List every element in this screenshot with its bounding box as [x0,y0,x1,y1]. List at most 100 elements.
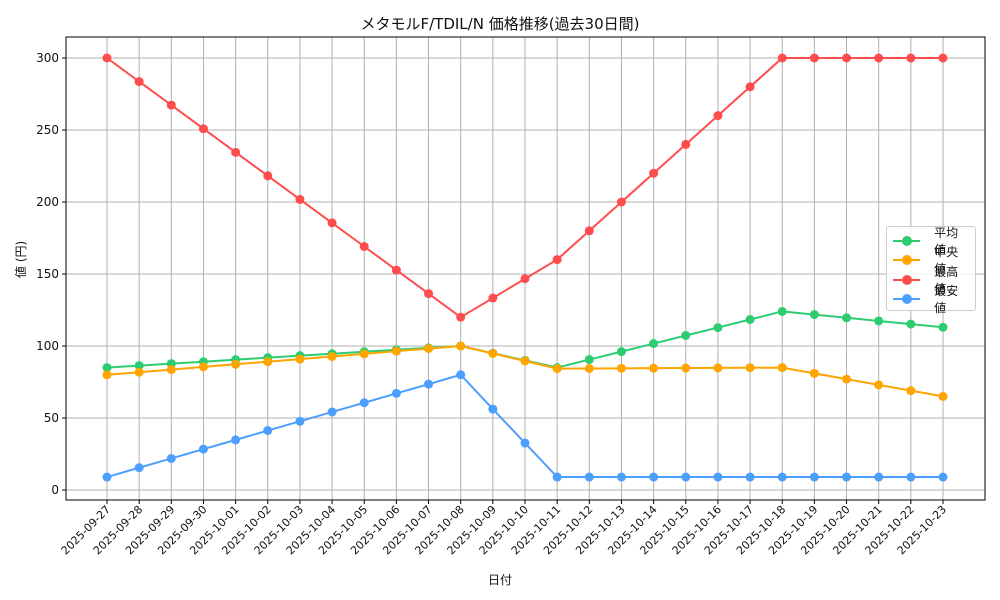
y-axis-label: 値 (円) [14,240,28,278]
data-point [906,319,916,329]
data-point [166,453,176,463]
data-point [359,398,369,408]
data-point [842,313,852,323]
data-point [584,355,594,365]
data-point [777,53,787,63]
data-point [552,255,562,265]
legend-label: 平均値 [934,225,959,257]
legend-marker-icon [893,293,921,305]
data-point [134,463,144,473]
data-point [231,435,241,445]
data-point [134,367,144,377]
data-point [263,171,273,181]
legend-item-min: 最安値 [893,284,969,315]
data-point [102,363,112,373]
data-point [102,370,112,380]
data-point [584,472,594,482]
data-point [424,289,434,299]
y-tick-label: 300 [36,51,59,65]
data-point [649,363,659,373]
data-point [231,147,241,157]
data-point [359,241,369,251]
y-tick-label: 0 [51,483,59,497]
data-point [681,363,691,373]
data-point [198,124,208,134]
data-point [681,139,691,149]
data-point [649,472,659,482]
data-point [906,53,916,63]
data-point [102,472,112,482]
legend-label: 最高値 [934,264,959,296]
data-point [198,444,208,454]
data-point [584,226,594,236]
data-point [520,438,530,448]
legend-item-average: 平均値 [893,226,969,257]
data-point [520,356,530,366]
x-axis-label: 日付 [487,573,512,587]
data-point [520,274,530,284]
legend-label: 最安値 [934,284,959,316]
data-point [713,323,723,333]
data-point [713,472,723,482]
data-point [681,472,691,482]
data-point [906,472,916,482]
data-point [616,472,626,482]
data-point [584,363,594,373]
data-point [809,53,819,63]
data-point [777,363,787,373]
data-point [874,316,884,326]
data-point [134,361,144,371]
y-tick-label: 150 [36,267,59,281]
data-point [777,306,787,316]
chart-title: メタモルF/TDIL/N 価格推移(過去30日間) [360,15,640,33]
y-tick-label: 250 [36,123,59,137]
data-point [327,407,337,417]
legend-item-max: 最高値 [893,265,969,296]
data-point [488,293,498,303]
data-point [713,363,723,373]
y-tick-label: 50 [44,411,59,425]
data-point [938,391,948,401]
data-point [488,404,498,414]
y-tick-label: 100 [36,339,59,353]
data-point [842,374,852,384]
data-point [906,386,916,396]
data-point [327,352,337,362]
data-point [938,322,948,332]
data-point [295,416,305,426]
data-point [745,472,755,482]
data-point [616,347,626,357]
data-point [809,368,819,378]
data-point [166,100,176,110]
data-point [874,53,884,63]
data-point [745,315,755,325]
data-point [102,53,112,63]
data-point [938,53,948,63]
data-point [359,349,369,359]
data-point [424,379,434,389]
data-point [391,346,401,356]
data-point [681,330,691,340]
data-point [938,472,948,482]
legend-marker-icon [893,235,921,247]
legend-item-median: 中央値 [893,245,969,276]
data-point [809,310,819,320]
data-point [263,426,273,436]
data-point [552,472,562,482]
data-point [456,341,466,351]
data-point [456,312,466,322]
data-point [166,365,176,375]
data-point [649,168,659,178]
data-point [842,53,852,63]
data-point [198,362,208,372]
data-point [552,364,562,374]
data-point [327,218,337,228]
legend-marker-icon [893,254,921,266]
data-point [777,472,787,482]
data-point [456,370,466,380]
data-point [874,380,884,390]
data-point [842,472,852,482]
data-point [488,348,498,358]
data-point [295,354,305,364]
